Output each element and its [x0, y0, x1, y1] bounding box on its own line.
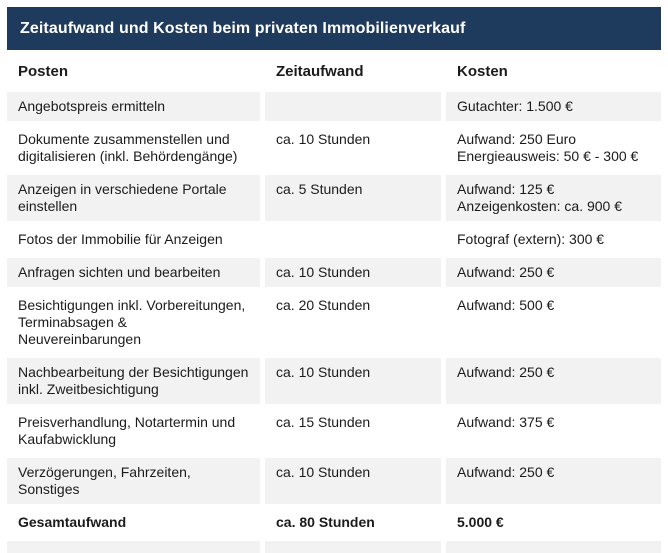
column-header-posten: Posten	[7, 54, 260, 88]
cell-kosten: Aufwand: 250 €	[446, 458, 661, 504]
cell-zeitaufwand: ca. 20 Stunden	[265, 291, 441, 354]
cost-table: Posten Zeitaufwand Kosten Angebotspreis …	[7, 54, 661, 537]
cell-kosten: Gutachter: 1.500 €	[446, 92, 661, 121]
cell-zeitaufwand: ca. 10 Stunden	[265, 258, 441, 287]
cell-zeitaufwand: ca. 10 Stunden	[265, 358, 441, 404]
table-title: Zeitaufwand und Kosten beim privaten Imm…	[20, 19, 466, 37]
cell-zeitaufwand	[265, 92, 441, 121]
cell-kosten: Aufwand: 500 €	[446, 291, 661, 354]
column-header-kosten: Kosten	[446, 54, 661, 88]
column-header-zeitaufwand: Zeitaufwand	[265, 54, 441, 88]
cutoff-cell	[446, 541, 661, 553]
cell-posten: Nachbearbeitung der Besichtigungen inkl.…	[7, 358, 260, 404]
cutoff-cell	[265, 541, 441, 553]
cell-posten: Gesamtaufwand	[7, 508, 260, 537]
cell-zeitaufwand: ca. 10 Stunden	[265, 125, 441, 171]
cell-kosten: Aufwand: 375 €	[446, 408, 661, 454]
cell-posten: Verzögerungen, Fahrzeiten, Sonstiges	[7, 458, 260, 504]
cell-kosten: Aufwand: 250 €	[446, 258, 661, 287]
cell-posten: Fotos der Immobilie für Anzeigen	[7, 225, 260, 254]
cell-zeitaufwand: ca. 10 Stunden	[265, 458, 441, 504]
cell-kosten: Aufwand: 125 € Anzeigenkosten: ca. 900 €	[446, 175, 661, 221]
cutoff-row-strip	[7, 541, 661, 553]
cell-posten: Dokumente zusammenstellen und digitalisi…	[7, 125, 260, 171]
cell-zeitaufwand: ca. 80 Stunden	[265, 508, 441, 537]
table-title-bar: Zeitaufwand und Kosten beim privaten Imm…	[7, 7, 661, 50]
cell-posten: Anfragen sichten und bearbeiten	[7, 258, 260, 287]
cell-zeitaufwand: ca. 5 Stunden	[265, 175, 441, 221]
cell-posten: Angebotspreis ermitteln	[7, 92, 260, 121]
cutoff-cell	[7, 541, 260, 553]
cell-zeitaufwand: ca. 15 Stunden	[265, 408, 441, 454]
cell-posten: Besichtigungen inkl. Vorbereitungen, Ter…	[7, 291, 260, 354]
cell-posten: Preisverhandlung, Notartermin und Kaufab…	[7, 408, 260, 454]
cell-posten: Anzeigen in verschiedene Portale einstel…	[7, 175, 260, 221]
cell-kosten: 5.000 €	[446, 508, 661, 537]
cell-kosten: Fotograf (extern): 300 €	[446, 225, 661, 254]
cell-kosten: Aufwand: 250 €	[446, 358, 661, 404]
cell-kosten: Aufwand: 250 Euro Energieausweis: 50 € -…	[446, 125, 661, 171]
cell-zeitaufwand	[265, 225, 441, 254]
